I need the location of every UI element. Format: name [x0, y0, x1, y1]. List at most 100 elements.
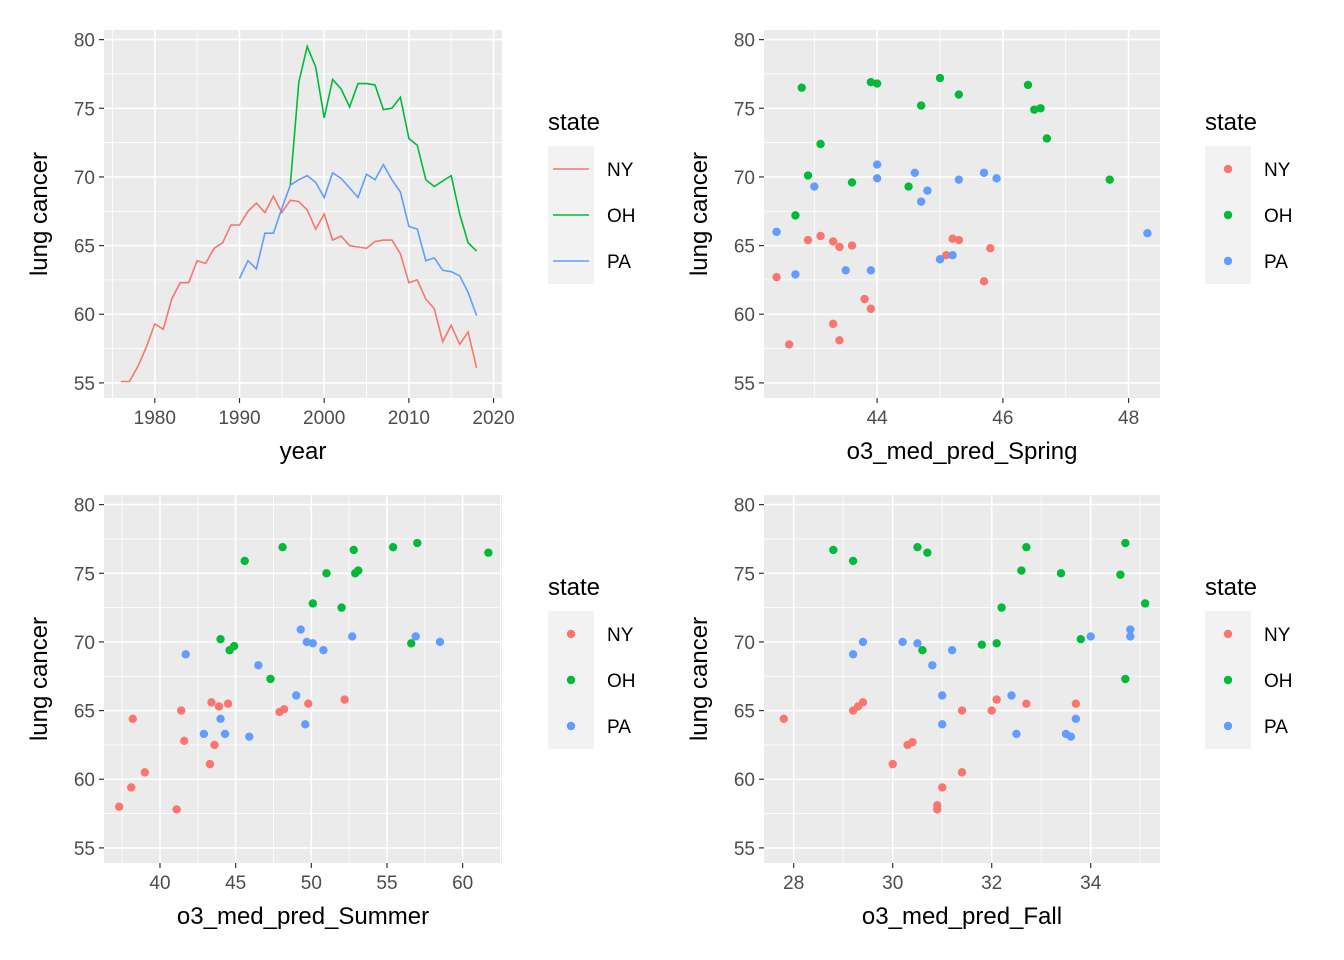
data-point-pa: [1012, 729, 1021, 739]
data-point-ny: [803, 235, 813, 245]
data-point-pa: [948, 250, 957, 260]
panel-background: [764, 30, 1160, 398]
data-point-pa: [866, 266, 876, 275]
y-tick-label: 65: [734, 702, 755, 723]
data-point-ny: [340, 695, 349, 704]
legend-key-point: [1223, 210, 1233, 220]
legend-key-point: [1223, 256, 1233, 266]
data-point-pa: [938, 720, 947, 729]
x-tick-label: 60: [452, 873, 473, 894]
legend-key-point: [1223, 629, 1233, 639]
data-point-ny: [816, 231, 825, 241]
data-point-oh: [904, 182, 913, 191]
data-point-pa: [898, 637, 907, 647]
data-point-pa: [916, 197, 926, 206]
series-line-ny: [120, 194, 478, 383]
data-point-oh: [1116, 570, 1125, 579]
data-point-oh: [935, 73, 945, 83]
data-point-ny: [140, 768, 150, 777]
data-point-oh: [484, 548, 493, 557]
data-point-oh: [266, 674, 275, 684]
panel-3: 40 45 50 55 60 55 60 65 70 75 80 o3_med_pred_Summer…: [26, 495, 636, 930]
data-point-pa: [1086, 632, 1095, 641]
legend-key-point: [1223, 721, 1233, 731]
data-point-ny: [779, 714, 788, 724]
data-point-oh: [322, 569, 331, 578]
y-axis-title: lung cancer: [686, 617, 713, 741]
legend-label-oh: OH: [607, 206, 636, 227]
data-point-ny: [858, 698, 868, 707]
data-point-oh: [216, 634, 225, 644]
data-point-oh: [1042, 134, 1052, 143]
data-point-oh: [977, 640, 986, 649]
data-point-ny: [957, 706, 967, 715]
data-point-oh: [308, 599, 318, 608]
data-point-ny: [835, 336, 844, 345]
data-point-oh: [1017, 566, 1026, 575]
data-point-pa: [910, 168, 920, 178]
legend-label-pa: PA: [607, 252, 631, 273]
series-line-pa: [238, 162, 478, 316]
y-tick-label: 60: [74, 305, 95, 326]
legend-label-oh: OH: [1264, 671, 1293, 692]
y-tick-label: 65: [74, 702, 95, 723]
data-point-pa: [947, 645, 957, 655]
legend-label-ny: NY: [1264, 160, 1291, 181]
data-point-ny: [938, 783, 947, 792]
data-point-ny: [114, 802, 124, 811]
data-point-ny: [279, 705, 289, 714]
data-point-pa: [1126, 632, 1135, 641]
data-point-oh: [913, 542, 922, 552]
data-point-oh: [997, 603, 1006, 612]
y-axis-title: lung cancer: [26, 617, 53, 741]
y-tick-label: 55: [734, 374, 755, 395]
data-point-pa: [1126, 625, 1135, 634]
legend-label-pa: PA: [1264, 717, 1288, 738]
y-tick-label: 80: [74, 31, 95, 52]
data-point-oh: [240, 556, 249, 566]
data-point-oh: [791, 211, 800, 220]
data-point-ny: [987, 706, 996, 715]
data-point-ny: [979, 277, 989, 286]
data-point-oh: [848, 556, 858, 566]
data-point-ny: [866, 304, 876, 313]
data-point-pa: [772, 227, 781, 237]
x-tick-label: 32: [981, 873, 1002, 894]
x-tick-label: 50: [301, 873, 322, 894]
data-point-pa: [319, 645, 328, 655]
legend: state NY OH PA: [1205, 109, 1293, 284]
data-point-pa: [220, 729, 230, 739]
y-axis-title: lung cancer: [686, 152, 713, 276]
data-point-oh: [1030, 105, 1039, 114]
data-point-pa: [1066, 732, 1076, 741]
data-point-pa: [979, 168, 989, 178]
data-point-oh: [1056, 569, 1066, 578]
panel-2: 44 46 48 55 60 65 70 75 80 o3_med_pred_Spring lung…: [686, 30, 1293, 465]
y-tick-label: 70: [74, 633, 95, 654]
data-point-ny: [828, 237, 838, 246]
data-point-ny: [214, 702, 224, 711]
legend-key-point: [1223, 164, 1233, 174]
y-tick-label: 55: [74, 374, 95, 395]
data-point-ny: [205, 759, 215, 769]
legend-label-ny: NY: [607, 625, 634, 646]
legend-label-pa: PA: [1264, 252, 1288, 273]
data-point-pa: [1071, 714, 1081, 724]
data-point-oh: [923, 548, 932, 557]
y-tick-label: 70: [734, 168, 755, 189]
data-point-pa: [296, 625, 305, 634]
legend: state NY OH PA: [548, 574, 636, 749]
data-point-oh: [866, 77, 876, 87]
x-tick-label: 28: [783, 873, 804, 894]
data-point-ny: [772, 272, 781, 282]
data-point-ny: [207, 698, 216, 707]
x-tick-label: 40: [149, 873, 170, 894]
y-tick-label: 55: [734, 839, 755, 860]
data-point-ny: [210, 740, 219, 750]
data-point-ny: [176, 706, 186, 715]
data-point-pa: [291, 691, 301, 700]
data-point-pa: [216, 714, 225, 724]
legend-label-oh: OH: [1264, 206, 1293, 227]
x-tick-label: 2020: [472, 408, 514, 429]
